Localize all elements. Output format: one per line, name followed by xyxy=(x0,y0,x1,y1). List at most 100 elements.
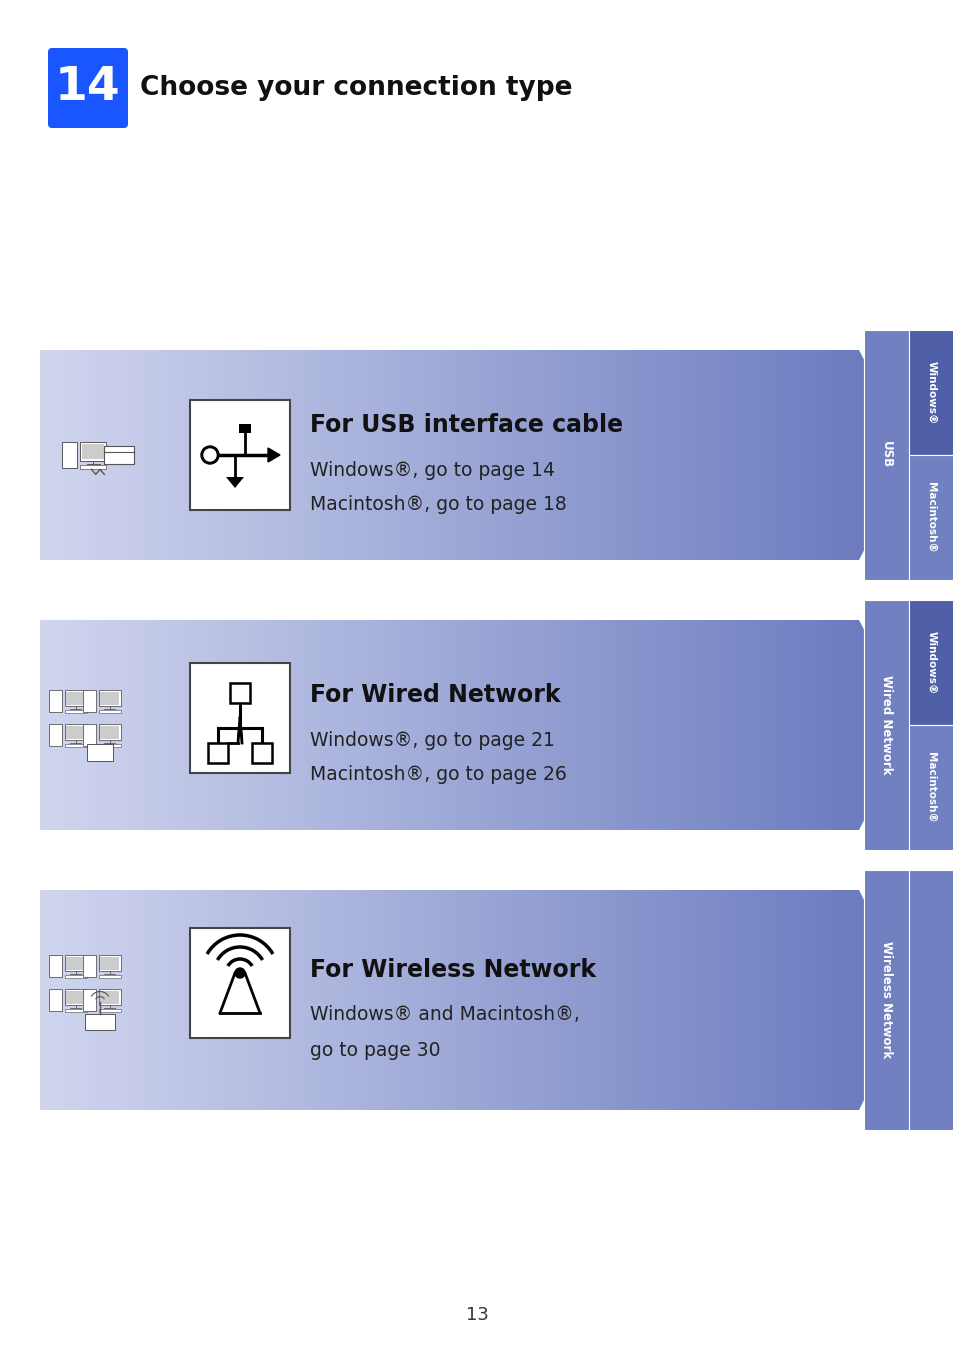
Bar xyxy=(129,620,135,830)
Bar xyxy=(245,350,252,561)
Text: Macintosh®: Macintosh® xyxy=(925,482,936,553)
Bar xyxy=(524,620,531,830)
Bar xyxy=(190,890,196,1111)
Bar xyxy=(319,890,326,1111)
Bar xyxy=(115,620,122,830)
Bar xyxy=(783,890,790,1111)
Bar xyxy=(626,890,633,1111)
Bar xyxy=(415,350,422,561)
Bar xyxy=(626,620,633,830)
Bar xyxy=(817,620,824,830)
Bar xyxy=(190,928,290,1038)
Bar xyxy=(87,743,112,761)
Bar xyxy=(633,620,639,830)
Bar xyxy=(354,350,360,561)
Bar xyxy=(558,890,565,1111)
Bar xyxy=(80,442,106,461)
Bar xyxy=(347,350,354,561)
Bar xyxy=(83,955,96,977)
Bar xyxy=(196,890,204,1111)
Bar xyxy=(68,620,74,830)
Bar xyxy=(715,350,721,561)
Bar xyxy=(810,620,817,830)
Bar xyxy=(470,890,476,1111)
Text: Windows®: Windows® xyxy=(925,361,936,424)
Bar xyxy=(224,350,231,561)
Bar xyxy=(442,350,449,561)
Bar xyxy=(797,620,803,830)
Bar xyxy=(565,350,572,561)
Bar xyxy=(142,890,149,1111)
Bar xyxy=(462,620,470,830)
Bar xyxy=(639,350,647,561)
Bar xyxy=(313,620,319,830)
Bar xyxy=(101,350,108,561)
Bar xyxy=(647,890,654,1111)
Text: Windows®, go to page 14: Windows®, go to page 14 xyxy=(310,461,555,480)
Bar xyxy=(265,350,272,561)
Bar xyxy=(60,620,68,830)
Bar xyxy=(585,890,592,1111)
Bar xyxy=(715,890,721,1111)
Bar xyxy=(237,620,245,830)
Bar xyxy=(374,890,381,1111)
Bar xyxy=(476,350,483,561)
Bar xyxy=(790,620,797,830)
Bar xyxy=(47,890,53,1111)
Bar xyxy=(237,350,245,561)
Bar xyxy=(108,620,115,830)
Bar xyxy=(483,890,490,1111)
Bar xyxy=(728,890,736,1111)
Bar xyxy=(156,350,163,561)
Bar xyxy=(524,890,531,1111)
Bar xyxy=(88,890,94,1111)
Bar xyxy=(695,890,701,1111)
Bar xyxy=(204,890,211,1111)
Bar xyxy=(429,620,436,830)
Bar xyxy=(708,620,715,830)
Bar xyxy=(436,350,442,561)
Bar xyxy=(667,890,674,1111)
Bar xyxy=(149,350,156,561)
Bar xyxy=(381,350,388,561)
Bar xyxy=(190,350,196,561)
Bar xyxy=(844,350,851,561)
Bar xyxy=(599,350,606,561)
Bar xyxy=(204,350,211,561)
Bar xyxy=(408,620,415,830)
Bar xyxy=(462,350,470,561)
Bar xyxy=(265,620,272,830)
Bar xyxy=(490,890,497,1111)
Bar xyxy=(285,350,293,561)
Bar xyxy=(667,620,674,830)
Polygon shape xyxy=(858,620,913,830)
Bar xyxy=(237,890,245,1111)
Bar xyxy=(49,690,62,712)
Bar xyxy=(278,620,285,830)
Bar xyxy=(340,350,347,561)
Bar xyxy=(851,890,858,1111)
Bar xyxy=(156,620,163,830)
Bar xyxy=(99,955,120,971)
Bar xyxy=(777,350,783,561)
Bar xyxy=(742,890,749,1111)
Bar xyxy=(613,890,619,1111)
Polygon shape xyxy=(858,350,913,561)
Bar xyxy=(231,890,237,1111)
Bar xyxy=(756,350,762,561)
Text: Choose your connection type: Choose your connection type xyxy=(140,76,572,101)
Bar xyxy=(456,350,462,561)
Bar xyxy=(122,890,129,1111)
Bar xyxy=(456,620,462,830)
Bar xyxy=(449,890,456,1111)
Bar xyxy=(299,350,306,561)
Bar xyxy=(354,620,360,830)
Bar xyxy=(639,620,647,830)
Bar xyxy=(170,890,176,1111)
Bar xyxy=(803,350,810,561)
Bar xyxy=(797,350,803,561)
Bar xyxy=(101,890,108,1111)
Bar xyxy=(551,350,558,561)
Polygon shape xyxy=(858,890,913,1111)
Bar xyxy=(252,743,272,763)
